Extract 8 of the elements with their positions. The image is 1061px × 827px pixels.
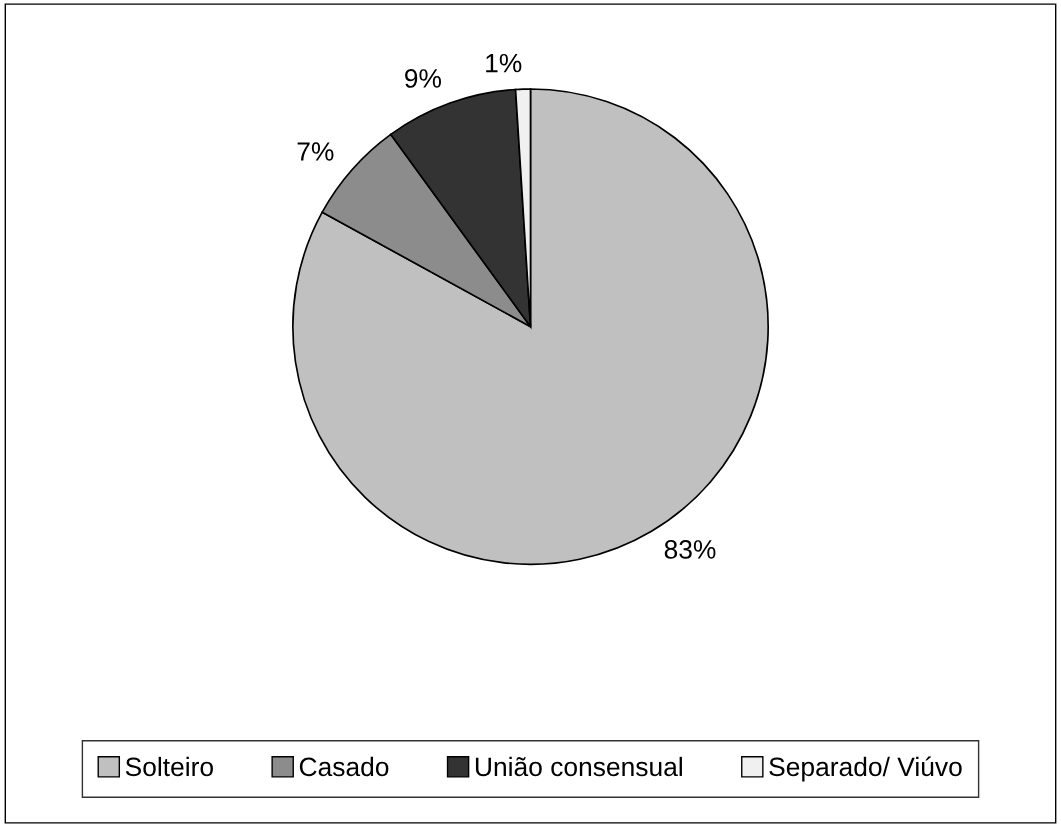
legend-label: Casado — [299, 756, 389, 777]
data-label: 7% — [297, 142, 334, 161]
data-label: 1% — [486, 53, 522, 73]
data-label: 83% — [664, 540, 716, 559]
legend-label: Separado/ Viúvo — [769, 756, 962, 782]
data-label: 9% — [405, 69, 442, 88]
legend-label: União consensual — [475, 756, 682, 777]
legend-label: Solteiro — [125, 756, 213, 777]
